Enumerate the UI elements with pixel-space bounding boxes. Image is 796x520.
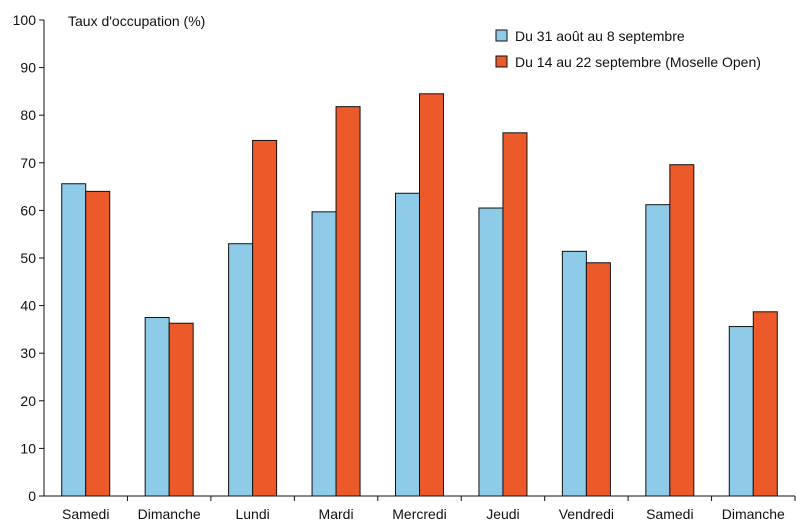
y-tick-label: 30 xyxy=(20,345,36,361)
bar-series-1 xyxy=(228,243,254,497)
legend: Du 31 août au 8 septembre Du 14 au 22 sep… xyxy=(495,28,761,70)
y-tick-label: 0 xyxy=(28,488,36,504)
y-tick-label: 60 xyxy=(20,202,36,218)
x-tick-label: Dimanche xyxy=(138,506,201,520)
bar-series-2 xyxy=(85,190,111,497)
x-tick-label: Dimanche xyxy=(722,506,785,520)
x-tick-label: Vendredi xyxy=(559,506,614,520)
legend-swatch-2 xyxy=(495,55,508,68)
bar-series-1 xyxy=(311,211,337,497)
x-tick-label: Mardi xyxy=(319,506,354,520)
y-tick-label: 40 xyxy=(20,298,36,314)
bar-series-1 xyxy=(478,207,504,497)
bar-series-1 xyxy=(561,250,587,497)
y-tick-label: 10 xyxy=(20,440,36,456)
x-tick-label: Samedi xyxy=(62,506,109,520)
bars xyxy=(61,93,778,497)
bar-series-2 xyxy=(252,139,278,497)
x-tick-label: Lundi xyxy=(235,506,269,520)
y-tick-label: 90 xyxy=(20,60,36,76)
bar-series-1 xyxy=(645,204,671,497)
bar-series-2 xyxy=(168,322,194,497)
y-axis-title: Taux d'occupation (%) xyxy=(68,13,205,29)
legend-swatch-1 xyxy=(495,29,508,42)
bar-series-1 xyxy=(61,183,87,497)
bar-series-2 xyxy=(752,311,778,497)
x-tick-label: Samedi xyxy=(646,506,693,520)
bar-series-1 xyxy=(728,326,754,497)
bar-series-2 xyxy=(669,164,695,497)
legend-label-1: Du 31 août au 8 septembre xyxy=(515,28,685,44)
legend-label-2: Du 14 au 22 septembre (Moselle Open) xyxy=(515,54,761,70)
y-tick-label: 70 xyxy=(20,155,36,171)
y-tick-label: 50 xyxy=(20,250,36,266)
bar-series-2 xyxy=(502,132,528,497)
bar-series-2 xyxy=(335,106,361,497)
bar-series-2 xyxy=(585,262,611,497)
bar-series-2 xyxy=(419,93,444,497)
x-axis: Samedi Dimanche Lundi Mardi Mercredi Jeudi Ven… xyxy=(62,496,796,520)
y-tick-label: 20 xyxy=(20,393,36,409)
x-tick-label: Jeudi xyxy=(486,506,519,520)
y-axis: 0 10 20 30 40 50 60 70 80 90 100 xyxy=(13,12,44,504)
x-tick-label: Mercredi xyxy=(392,506,446,520)
bar-series-1 xyxy=(395,192,420,497)
y-tick-label: 100 xyxy=(13,12,37,28)
y-tick-label: 80 xyxy=(20,107,36,123)
bar-series-1 xyxy=(144,317,170,497)
